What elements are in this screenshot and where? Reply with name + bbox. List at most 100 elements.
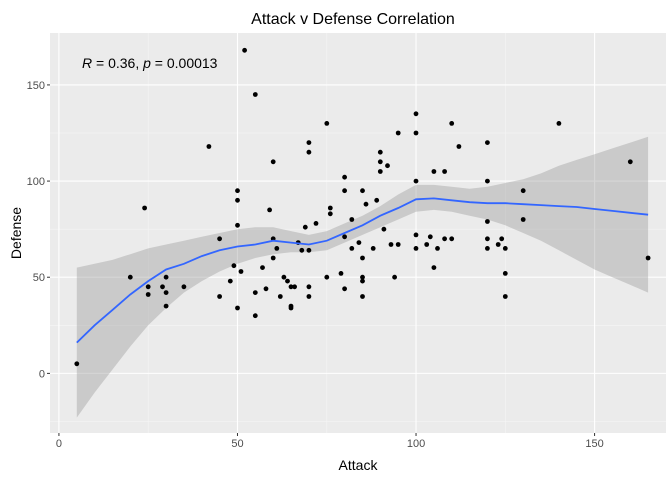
data-point <box>520 217 526 222</box>
data-point <box>442 236 447 242</box>
data-point <box>377 159 383 165</box>
data-point <box>485 236 490 242</box>
p-symbol: p <box>142 55 151 71</box>
x-axis-title: Attack <box>339 457 379 473</box>
data-point <box>395 242 401 247</box>
data-point <box>485 219 490 224</box>
data-point <box>235 222 240 228</box>
data-point <box>127 274 133 280</box>
data-point <box>424 242 430 247</box>
y-tick-label: 150 <box>27 80 45 92</box>
data-point <box>313 221 319 226</box>
data-point <box>288 284 294 290</box>
data-point <box>324 121 330 126</box>
data-point <box>392 274 397 280</box>
data-point <box>292 284 297 290</box>
y-axis-title: Defense <box>8 207 24 259</box>
data-point <box>413 111 419 117</box>
data-point <box>145 284 151 290</box>
data-point <box>377 149 383 155</box>
data-point <box>260 265 265 270</box>
data-point <box>431 169 437 174</box>
y-tick-label: 0 <box>39 368 45 380</box>
data-point <box>442 169 447 174</box>
data-point <box>299 247 305 253</box>
data-point <box>377 169 383 174</box>
confidence-band <box>76 136 649 418</box>
data-point <box>252 290 258 295</box>
data-point <box>449 236 455 242</box>
data-point <box>327 211 333 217</box>
data-point <box>381 226 387 232</box>
data-point <box>370 246 376 251</box>
x-tick-label: 0 <box>56 438 62 450</box>
data-point <box>306 284 312 290</box>
data-point <box>388 242 394 247</box>
data-point <box>360 188 365 194</box>
data-point <box>285 278 290 284</box>
data-point <box>270 255 276 261</box>
data-point <box>349 246 355 251</box>
data-point <box>306 294 312 299</box>
data-point <box>163 290 169 295</box>
x-axis-ticks: 0 50 100 150 <box>56 433 604 450</box>
r-value: = 0.36, <box>92 55 143 71</box>
r-symbol: R <box>82 55 92 71</box>
correlation-annotation: R = 0.36, p = 0.00013 <box>82 55 218 71</box>
data-point <box>235 197 240 203</box>
data-point <box>502 271 508 276</box>
data-point <box>145 292 151 297</box>
smooth-line-layer <box>76 197 649 344</box>
data-point <box>342 286 347 292</box>
data-point <box>356 240 362 246</box>
data-point <box>327 205 333 211</box>
data-point <box>360 278 365 284</box>
data-point <box>163 274 169 280</box>
data-point <box>288 305 294 311</box>
data-point <box>302 224 308 230</box>
data-point <box>74 361 80 367</box>
data-point <box>342 174 347 180</box>
data-point <box>306 149 312 155</box>
chart-title: Attack v Defense Correlation <box>251 11 455 28</box>
confidence-ribbon <box>76 136 649 418</box>
data-point <box>413 130 419 136</box>
data-point <box>349 217 355 222</box>
data-point <box>431 265 437 270</box>
x-tick-label: 50 <box>231 438 243 450</box>
data-point <box>645 255 651 261</box>
data-point <box>363 201 369 207</box>
data-point <box>160 284 165 290</box>
data-point <box>435 246 440 251</box>
data-point <box>277 294 283 299</box>
data-point <box>342 188 347 194</box>
data-point <box>235 188 240 194</box>
smooth-line <box>76 197 649 344</box>
x-tick-label: 100 <box>407 438 425 450</box>
data-point <box>217 294 223 299</box>
data-point <box>270 159 276 165</box>
data-point <box>263 286 269 292</box>
data-point <box>360 294 365 299</box>
p-value: = 0.00013 <box>151 55 218 71</box>
data-point <box>413 232 419 238</box>
data-point <box>342 234 347 240</box>
data-point <box>395 130 401 136</box>
data-point <box>227 278 233 284</box>
data-point <box>206 144 212 149</box>
data-point <box>252 313 258 319</box>
data-point <box>485 246 490 251</box>
data-point <box>427 234 433 240</box>
y-tick-label: 100 <box>27 176 45 188</box>
data-point <box>281 274 287 280</box>
y-axis-ticks: 0 50 100 150 <box>27 80 50 380</box>
data-point <box>495 242 501 247</box>
data-point <box>163 303 169 309</box>
scatter-points <box>74 47 651 367</box>
data-point <box>627 159 633 165</box>
data-point <box>385 163 390 169</box>
plot-panel <box>50 33 666 433</box>
data-point <box>324 274 330 280</box>
data-point <box>499 236 505 242</box>
data-point <box>374 197 380 203</box>
